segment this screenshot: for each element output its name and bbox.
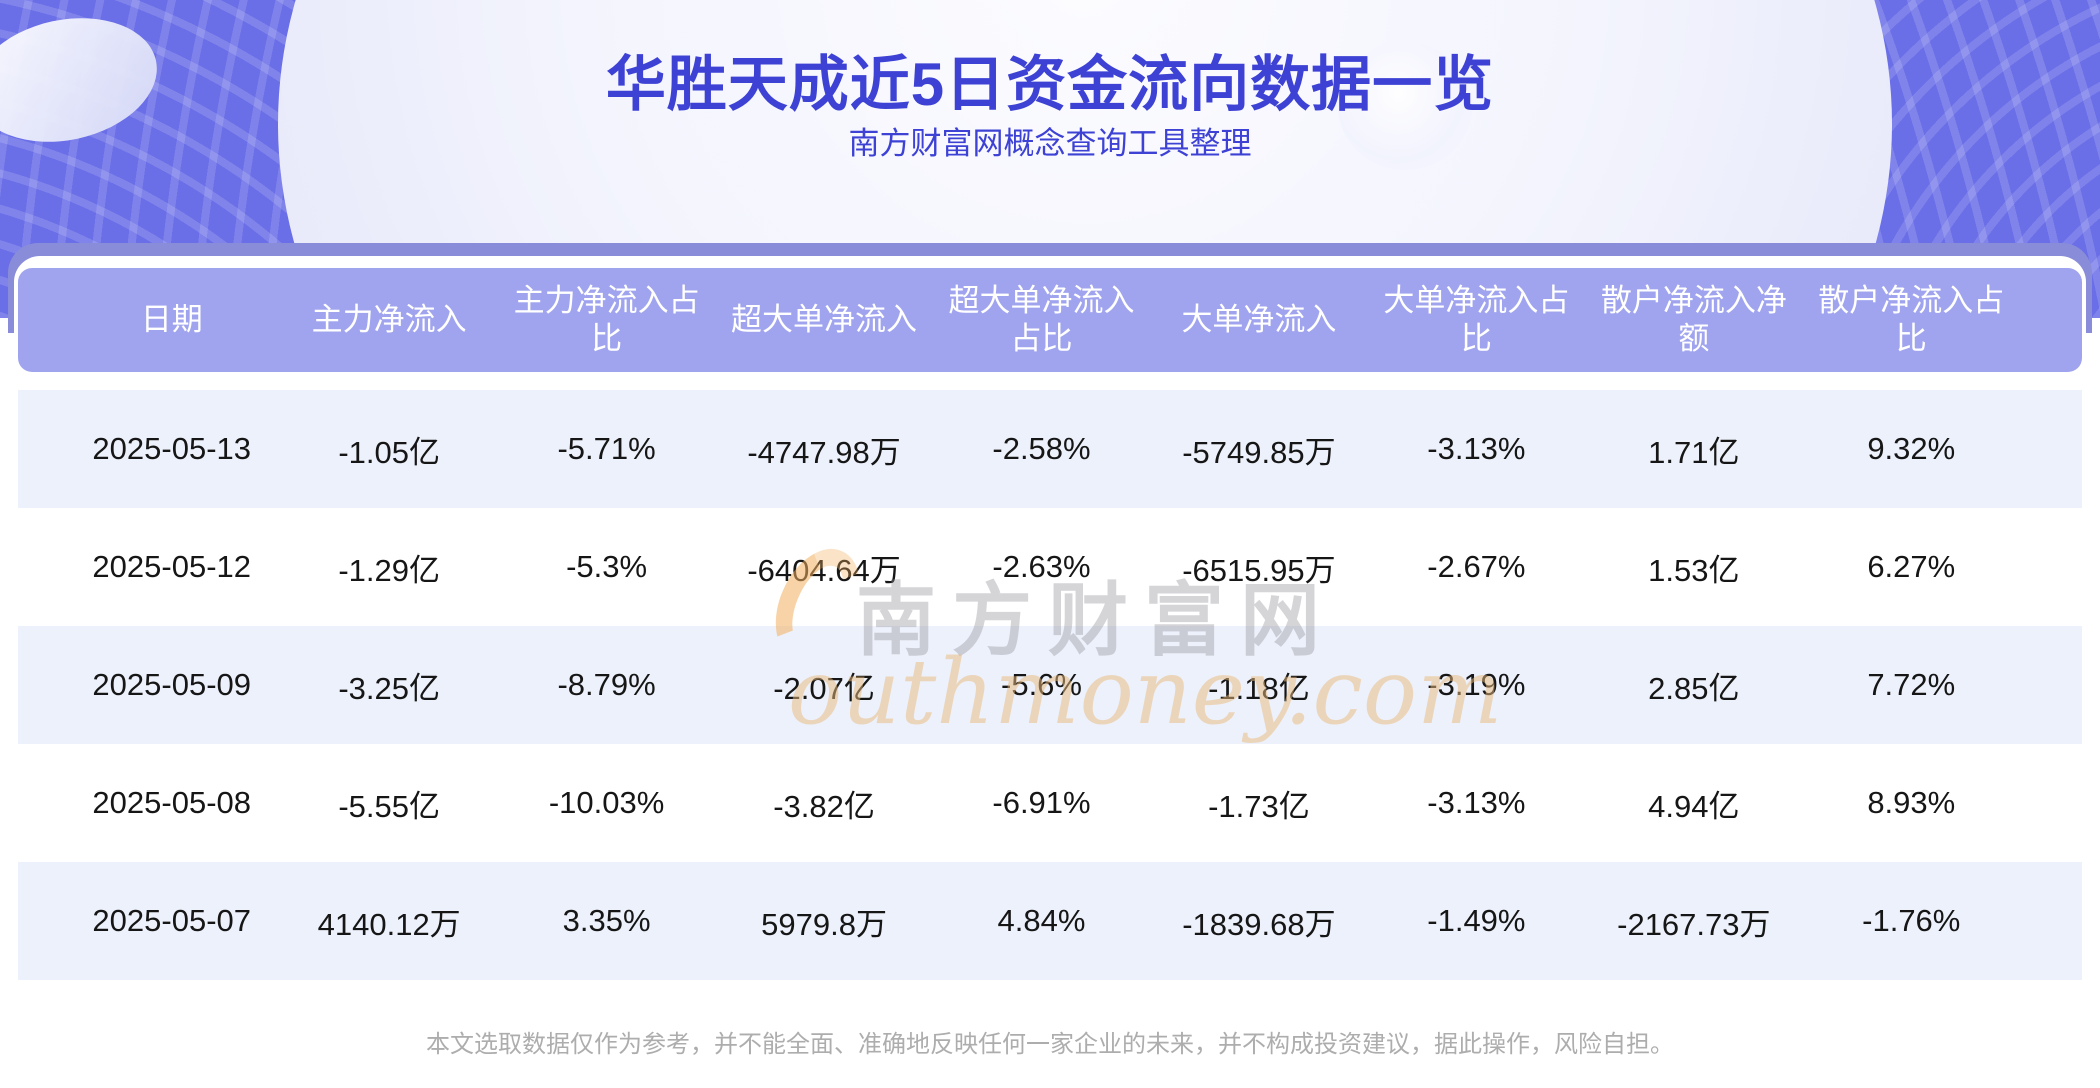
ellipse-decoration-right bbox=[1338, 42, 1472, 170]
data-table: 日期 主力净流入 主力净流入占 比超大单净流入 超大单净流入 占比 大单净流入 大单净流入… bbox=[14, 256, 2086, 996]
header-cell: 主力净流入占 比 bbox=[513, 283, 700, 356]
header-cell: 大单净流入 bbox=[1181, 302, 1337, 338]
table-row: 2025-05-12 -1.29亿 -5.3% -6404.64万 -2.63% -651… bbox=[18, 508, 2082, 626]
date-cell: 2025-05-09 bbox=[92, 667, 251, 702]
value-cell: 8.93% bbox=[1867, 785, 1956, 820]
header-cell: 散户净流入净 额 bbox=[1600, 283, 1787, 356]
value-cell: -2.07亿 bbox=[773, 670, 875, 706]
table-header-row: 日期 主力净流入 主力净流入占 比超大单净流入 超大单净流入 占比 大单净流入 大单净流入… bbox=[18, 268, 2082, 372]
value-cell: -3.82亿 bbox=[773, 788, 875, 824]
value-cell: -3.19% bbox=[1427, 667, 1526, 702]
date-cell: 2025-05-08 bbox=[92, 785, 251, 820]
table-row: 2025-05-08 -5.55亿 -10.03% -3.82亿 -6.91% -1.73… bbox=[18, 744, 2082, 862]
value-cell: -6.91% bbox=[992, 785, 1091, 820]
header-cell: 大单净流入占 比 bbox=[1383, 283, 1570, 356]
value-cell: 5979.8万 bbox=[761, 906, 887, 942]
value-cell: -8.79% bbox=[557, 667, 656, 702]
disclaimer-text: 本文选取数据仅作为参考，并不能全面、准确地反映任何一家企业的未来，并不构成投资建… bbox=[426, 1031, 1674, 1058]
header-cell: 超大单净流入 占比 bbox=[948, 283, 1135, 356]
value-cell: -10.03% bbox=[548, 785, 665, 820]
table-row: 2025-05-07 4140.12万 3.35% 5979.8万 4.84% -1839… bbox=[18, 862, 2082, 980]
value-cell: 7.72% bbox=[1867, 667, 1956, 702]
value-cell: -5749.85万 bbox=[1182, 434, 1336, 470]
value-cell: -2167.73万 bbox=[1617, 906, 1771, 942]
value-cell: -5.3% bbox=[566, 549, 648, 584]
value-cell: -2.67% bbox=[1427, 549, 1526, 584]
value-cell: 2.85亿 bbox=[1648, 670, 1740, 706]
value-cell: -1.76% bbox=[1862, 903, 1961, 938]
value-cell: 6.27% bbox=[1867, 549, 1956, 584]
value-cell: -5.71% bbox=[557, 431, 656, 466]
hero-background: 华胜天成近5日资金流向数据一览 南方财富网概念查询工具整理 bbox=[0, 0, 2100, 318]
value-cell: 1.53亿 bbox=[1648, 552, 1740, 588]
value-cell: -5.55亿 bbox=[338, 788, 440, 824]
value-cell: -1.18亿 bbox=[1208, 670, 1310, 706]
date-cell: 2025-05-12 bbox=[92, 549, 251, 584]
header-cell: 超大单净流入 bbox=[731, 302, 918, 338]
value-cell: -3.13% bbox=[1427, 431, 1526, 466]
value-cell: 3.35% bbox=[562, 903, 651, 938]
header-cell: 主力净流入 bbox=[311, 302, 467, 338]
date-cell: 2025-05-13 bbox=[92, 431, 251, 466]
page-title: 华胜天成近5日资金流向数据一览 bbox=[605, 51, 1495, 118]
value-cell: -6515.95万 bbox=[1182, 552, 1336, 588]
date-cell: 2025-05-07 bbox=[92, 903, 251, 938]
value-cell: -1.05亿 bbox=[338, 434, 440, 470]
value-cell: 1.71亿 bbox=[1648, 434, 1740, 470]
table-row: 2025-05-13 -1.05亿 -5.71% -4747.98万 -2.58% -57… bbox=[18, 390, 2082, 508]
value-cell: -3.25亿 bbox=[338, 670, 440, 706]
value-cell: 4.94亿 bbox=[1648, 788, 1740, 824]
header-cell: 日期 bbox=[140, 302, 203, 338]
value-cell: -1.49% bbox=[1427, 903, 1526, 938]
value-cell: -4747.98万 bbox=[747, 434, 901, 470]
header-cell: 散户净流入占 比 bbox=[1818, 283, 2005, 356]
value-cell: -3.13% bbox=[1427, 785, 1526, 820]
value-cell: -5.6% bbox=[1001, 667, 1082, 702]
value-cell: 9.32% bbox=[1867, 431, 1956, 466]
value-cell: -6404.64万 bbox=[747, 552, 901, 588]
value-cell: -2.63% bbox=[992, 549, 1091, 584]
value-cell: 4.84% bbox=[997, 903, 1086, 938]
value-cell: 4140.12万 bbox=[317, 906, 461, 942]
value-cell: -2.58% bbox=[992, 431, 1091, 466]
value-cell: -1.73亿 bbox=[1208, 788, 1310, 824]
value-cell: -1839.68万 bbox=[1182, 906, 1336, 942]
page-subtitle: 南方财富网概念查询工具整理 bbox=[848, 126, 1252, 161]
value-cell: -1.29亿 bbox=[338, 552, 440, 588]
table-body: 2025-05-13 -1.05亿 -5.71% -4747.98万 -2.58% -57… bbox=[18, 390, 2082, 980]
table-row: 2025-05-09 -3.25亿 -8.79% -2.07亿 -5.6% -1.18亿 -… bbox=[18, 626, 2082, 744]
